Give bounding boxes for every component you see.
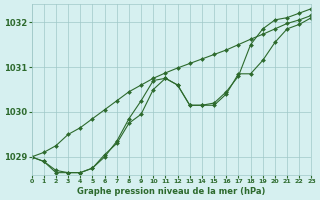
X-axis label: Graphe pression niveau de la mer (hPa): Graphe pression niveau de la mer (hPa) — [77, 187, 266, 196]
